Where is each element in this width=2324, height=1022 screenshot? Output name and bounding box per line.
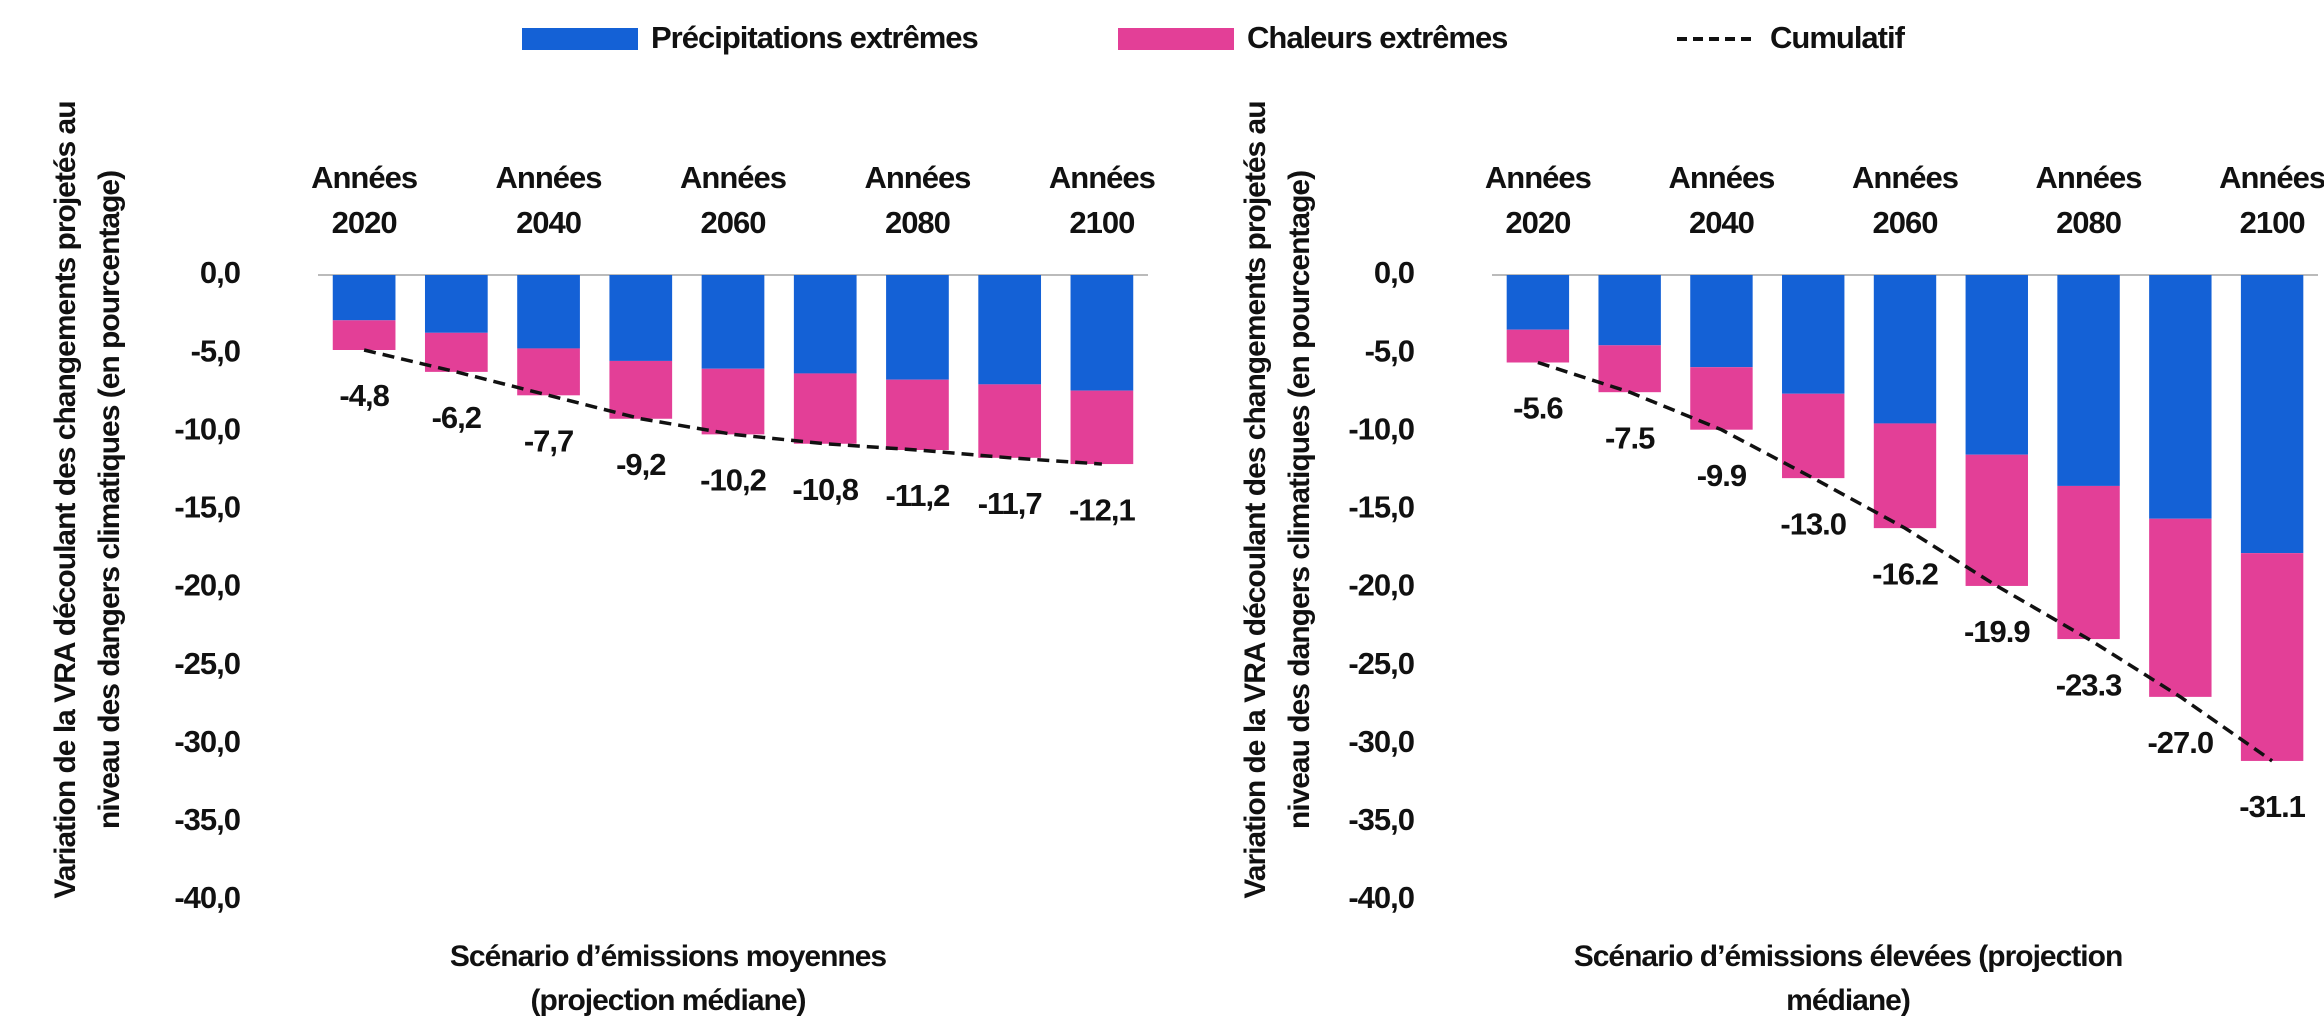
legend-label: Précipitations extrêmes [651,20,978,55]
y-tick-label: -15,0 [174,490,240,525]
y-tick-label: -40,0 [1348,880,1414,915]
x-tick-label: Années 2040 [1668,160,1775,240]
y-axis-title: Variation de la VRA découlant des change… [49,101,126,899]
x-axis-title: Scénario d’émissions élevées (projection… [1573,940,2124,1017]
bar [701,368,765,435]
legend-swatch [522,28,638,50]
y-tick-label: -10,0 [174,411,240,446]
value-label: -10,2 [700,463,766,498]
value-label: -7,7 [524,424,573,459]
y-axis-title: Variation de la VRA découlant des change… [1239,101,1316,899]
bar [886,275,949,380]
value-label: -19.9 [1964,614,2030,649]
y-tick-label: -20,0 [1348,568,1414,603]
bar [2240,275,2304,554]
y-tick-label: -25,0 [174,646,240,681]
y-tick-label: 0,0 [1374,255,1414,290]
y-tick-label: -5,0 [1365,333,1414,368]
legend-label: Cumulatif [1770,20,1906,55]
y-tick-label: -15,0 [1348,490,1414,525]
x-tick-label: Années 2060 [1852,160,1959,240]
y-tick-label: -10,0 [1348,411,1414,446]
value-label: -5.6 [1513,391,1563,426]
bar [2057,485,2120,640]
y-tick-label: 0,0 [200,255,240,290]
bar [701,275,765,369]
y-tick-label: -25,0 [1348,646,1414,681]
legend-label: Chaleurs extrêmes [1247,20,1507,55]
value-label: -11,7 [978,486,1042,521]
value-label: -10,8 [792,472,858,507]
value-label: -31.1 [2239,789,2305,824]
bar [1782,275,1845,394]
bar [1873,275,1937,424]
x-tick-label: Années 2040 [495,160,603,240]
y-tick-label: -20,0 [174,568,240,603]
y-tick-label: -35,0 [1348,802,1414,837]
value-label: -9,2 [616,447,665,482]
x-axis-title: Scénario d’émissions moyennes (projectio… [449,940,887,1017]
bar [793,275,857,374]
bar [1598,345,1661,393]
bar [517,348,580,396]
bar [1598,275,1661,346]
value-label: -16.2 [1872,556,1938,591]
value-label: -13.0 [1780,506,1846,541]
bar [517,275,580,349]
bar [332,275,396,321]
bar [609,360,673,419]
value-label: -12,1 [1069,492,1135,527]
x-tick-label: Années 2080 [2035,160,2143,240]
bar [1873,423,1937,529]
bar [332,320,396,350]
bar [886,379,949,450]
value-label: -27.0 [2147,725,2213,760]
y-tick-label: -40,0 [174,880,240,915]
value-label: -6,2 [432,400,481,435]
legend-swatch [1118,28,1234,50]
x-tick-label: Années 2020 [311,160,418,240]
bar [1506,329,1570,363]
bar [1690,367,1753,430]
x-tick-label: Années 2020 [1484,160,1592,240]
bar [1782,393,1845,479]
x-tick-label: Années 2060 [680,160,787,240]
bar [424,275,488,333]
bar [1070,390,1134,465]
y-tick-label: -35,0 [174,802,240,837]
value-label: -4,8 [339,378,389,413]
y-tick-label: -30,0 [174,724,240,759]
x-tick-label: Années 2080 [864,160,971,240]
y-tick-label: -30,0 [1348,724,1414,759]
bar [978,275,1042,385]
bar [1506,275,1570,330]
x-tick-label: Années 2100 [1048,160,1156,240]
value-label: -7.5 [1605,420,1655,455]
bar [1965,454,2028,586]
x-tick-label: Années 2100 [2219,160,2324,240]
value-label: -11,2 [885,478,949,513]
bar [2149,518,2212,697]
bar [1690,275,1753,368]
bar [978,384,1042,458]
bar [424,332,488,372]
bar [2149,275,2212,519]
bar [2240,553,2304,761]
y-tick-label: -5,0 [191,333,240,368]
value-label: -23.3 [2056,667,2122,702]
bar [609,275,673,361]
bar [793,373,857,444]
cumulative-line [1537,360,2274,763]
bar [1070,275,1134,391]
bar [2057,275,2120,486]
bar [1965,275,2028,455]
value-label: -9.9 [1697,458,1747,493]
